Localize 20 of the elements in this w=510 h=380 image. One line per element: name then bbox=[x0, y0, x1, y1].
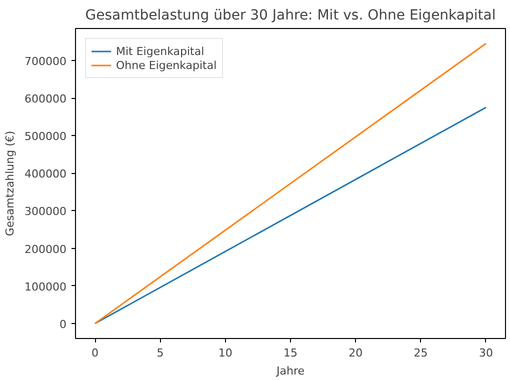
y-tick-label: 300000 bbox=[24, 205, 67, 218]
x-tick-label: 30 bbox=[478, 346, 493, 360]
x-axis-title: Jahre bbox=[276, 364, 305, 378]
y-tick-label: 400000 bbox=[24, 168, 67, 181]
x-tick-label: 15 bbox=[284, 346, 298, 360]
x-tick-label: 10 bbox=[218, 346, 232, 360]
y-tick-label: 500000 bbox=[24, 130, 67, 144]
y-axis-title: Gesamtzahlung (€) bbox=[4, 130, 17, 236]
legend-label: Mit Eigenkapital bbox=[116, 44, 204, 58]
legend-label: Ohne Eigenkapital bbox=[116, 58, 217, 72]
x-tick-label: 0 bbox=[92, 346, 99, 360]
x-tick-label: 20 bbox=[348, 346, 363, 360]
y-tick-label: 100000 bbox=[24, 280, 67, 294]
y-tick-label: 700000 bbox=[24, 54, 67, 68]
x-tick-label: 25 bbox=[414, 346, 428, 360]
chart-title: Gesamtbelastung über 30 Jahre: Mit vs. Ohne Eigenkapital bbox=[85, 8, 496, 24]
y-tick-label: 0 bbox=[60, 318, 66, 331]
y-tick-label: 600000 bbox=[24, 92, 67, 106]
y-tick-label: 200000 bbox=[24, 242, 67, 256]
x-tick-label: 5 bbox=[156, 346, 164, 360]
